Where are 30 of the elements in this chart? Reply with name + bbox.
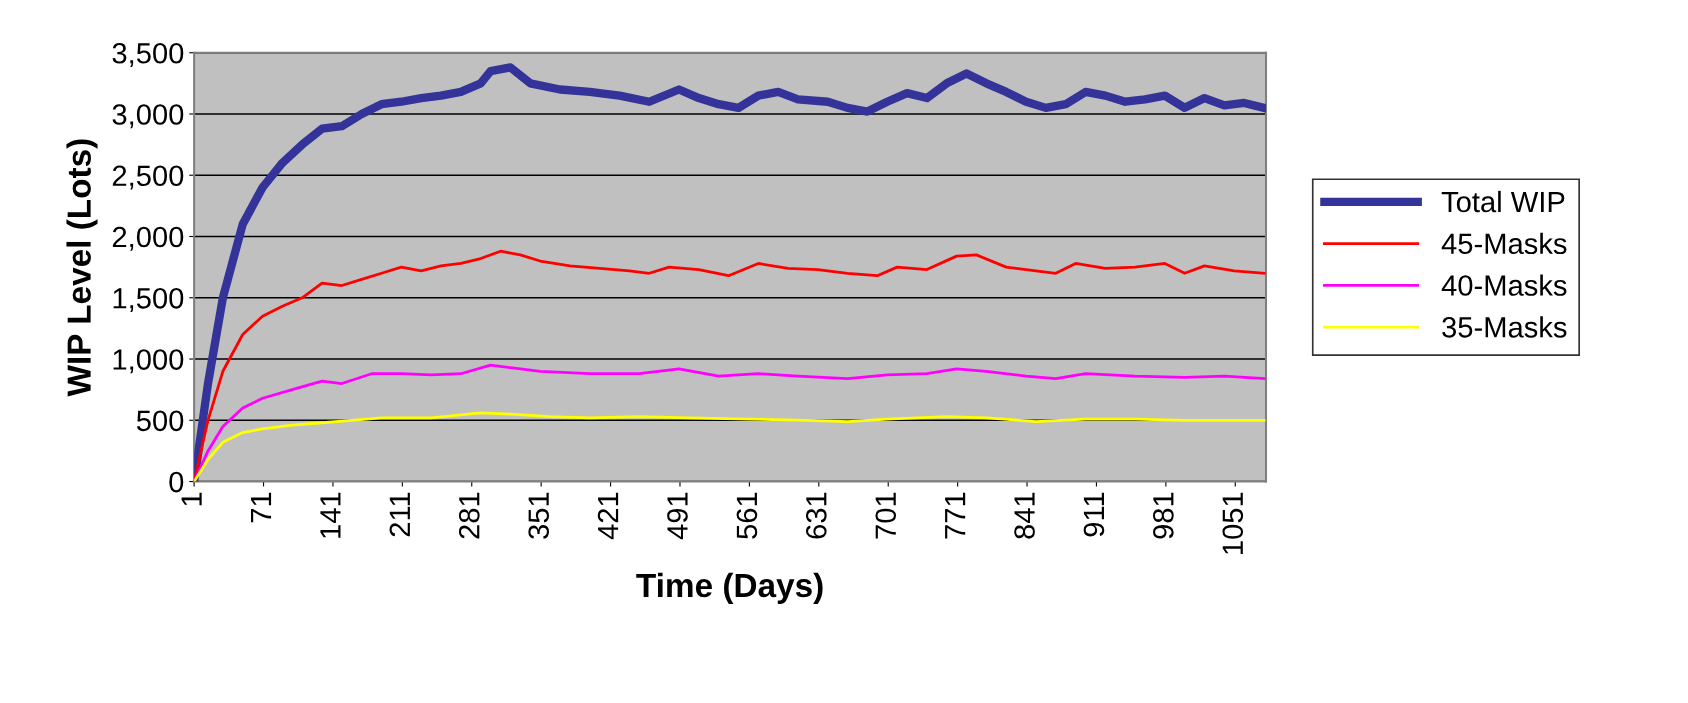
x-tick-label: 421 (597, 492, 619, 540)
x-tick-label: 911 (1083, 492, 1105, 537)
legend-label: Total WIP (1441, 190, 1565, 213)
y-tick-label: 1,500 (113, 287, 184, 313)
x-tick-label: 491 (667, 492, 688, 540)
x-tick-label: 1051 (1222, 492, 1244, 554)
y-tick-label: 2,500 (112, 165, 184, 190)
x-tick-label: 71 (251, 492, 272, 523)
x-tick-label: 841 (1014, 492, 1035, 539)
y-tick-label: 3,000 (112, 104, 184, 129)
x-tick-label: 561 (736, 492, 758, 539)
x-axis-title: Time (Days) (636, 572, 823, 604)
x-tick-label: 351 (528, 492, 549, 539)
x-tick-label: 281 (458, 492, 480, 539)
y-tick-label: 500 (136, 410, 184, 432)
x-tick-label: 981 (1153, 492, 1174, 539)
y-tick-label: 1,000 (113, 349, 184, 374)
x-tick-label: 141 (320, 492, 341, 538)
x-tick-label: 701 (875, 492, 897, 539)
legend-label: 45-Masks (1441, 232, 1567, 255)
legend-label: 40-Masks (1441, 274, 1567, 296)
x-tick-label: 1 (181, 492, 202, 506)
legend-label: 35-Masks (1442, 316, 1567, 338)
y-tick-label: 3,500 (112, 42, 184, 68)
x-tick-label: 631 (805, 492, 827, 539)
x-tick-label: 211 (389, 492, 410, 537)
y-tick-label: 2,000 (112, 226, 184, 251)
y-tick-label: 0 (169, 471, 184, 493)
y-axis-title: WIP Level (Lots) (66, 139, 98, 397)
x-tick-label: 771 (945, 492, 966, 539)
